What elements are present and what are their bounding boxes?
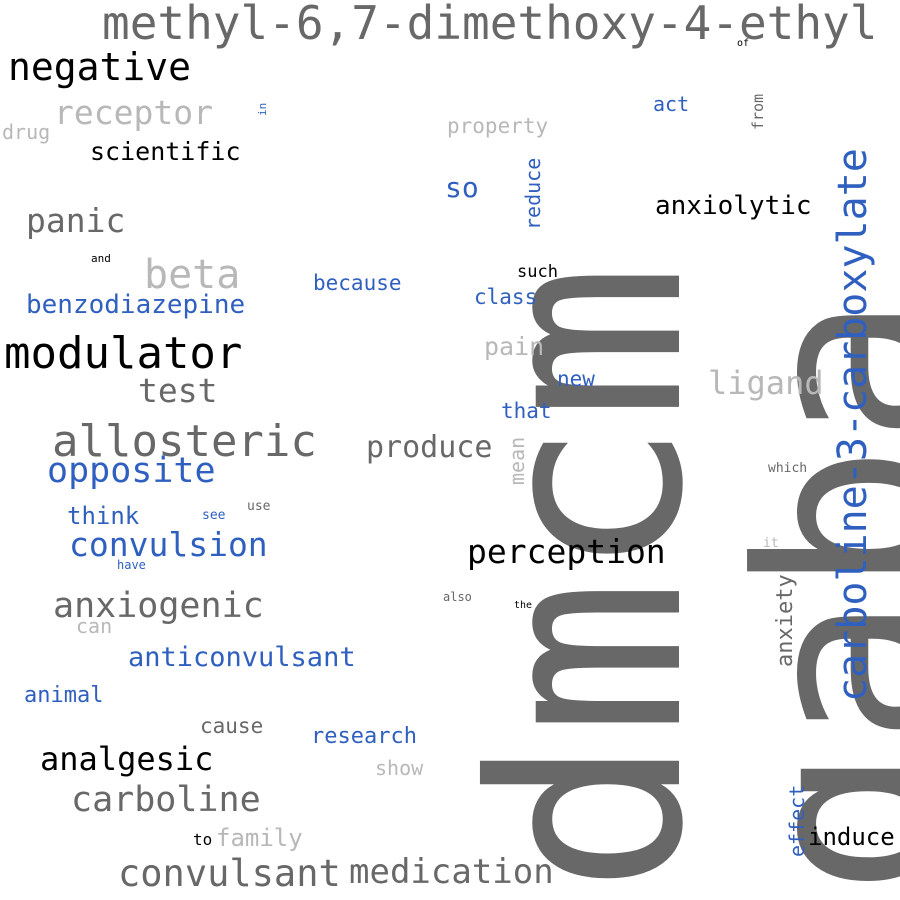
word-show: show [375,756,424,780]
word-so: so [445,171,479,204]
word-carboline: carboline [71,780,261,820]
word-to: to [193,830,213,849]
word-it: it [763,536,779,551]
word-see: see [202,508,226,523]
word-the: the [514,600,533,611]
word-modulator: modulator [4,328,243,379]
word-think: think [67,502,140,530]
word-produce: produce [366,430,493,465]
word-property: property [447,114,549,138]
word-perception: perception [467,532,666,571]
word-because: because [313,271,402,295]
word-new: new [557,367,595,391]
word-animal: animal [24,683,104,708]
word-panic: panic [26,201,126,240]
word-drug: drug [2,120,51,144]
word-test: test [138,371,218,410]
word-analgesic: analgesic [40,740,214,778]
word-that: that [501,399,552,423]
word-convulsion: convulsion [69,525,268,564]
word-class: class [474,285,538,309]
word-receptor: receptor [54,93,213,132]
word-family: family [216,824,303,852]
word-methyl: methyl-6,7-dimethoxy-4-ethyl [102,0,878,50]
word-have: have [117,558,146,572]
word-cause: cause [200,714,264,738]
word-mean: mean [505,436,529,485]
word-benzodiazepine: benzodiazepine [26,290,246,320]
word-also: also [443,590,472,604]
word-allosteric: allosteric [52,416,317,467]
word-reduce: reduce [521,157,545,230]
word-medication: medication [349,852,554,892]
word-such: such [517,262,558,282]
word-and: and [91,252,111,265]
word-research: research [311,724,417,749]
word-anticonvulsant: anticonvulsant [128,642,356,673]
word-beta: beta [144,252,241,298]
word-opposite: opposite [47,451,216,491]
word-which: which [768,461,808,476]
word-negative: negative [8,45,192,89]
word-anxiolytic: anxiolytic [655,191,812,221]
word-ligand: ligand [708,364,824,402]
word-of: of [737,38,750,49]
word-scientific: scientific [90,137,241,166]
word-anxiety: anxiety [773,574,798,667]
word-use: use [247,499,271,514]
word-convulsant: convulsant [118,852,341,895]
word-carboline-3-carboxylate: carboline-3-carboxylate [830,148,876,702]
word-from: from [749,93,767,130]
word-anxiogenic: anxiogenic [53,586,264,626]
word-act: act [653,92,690,116]
word-effect: effect [785,784,809,857]
word-induce: induce [808,823,895,851]
word-pain: pain [484,332,545,361]
word-in: in [256,102,269,116]
word-can: can [76,614,113,638]
